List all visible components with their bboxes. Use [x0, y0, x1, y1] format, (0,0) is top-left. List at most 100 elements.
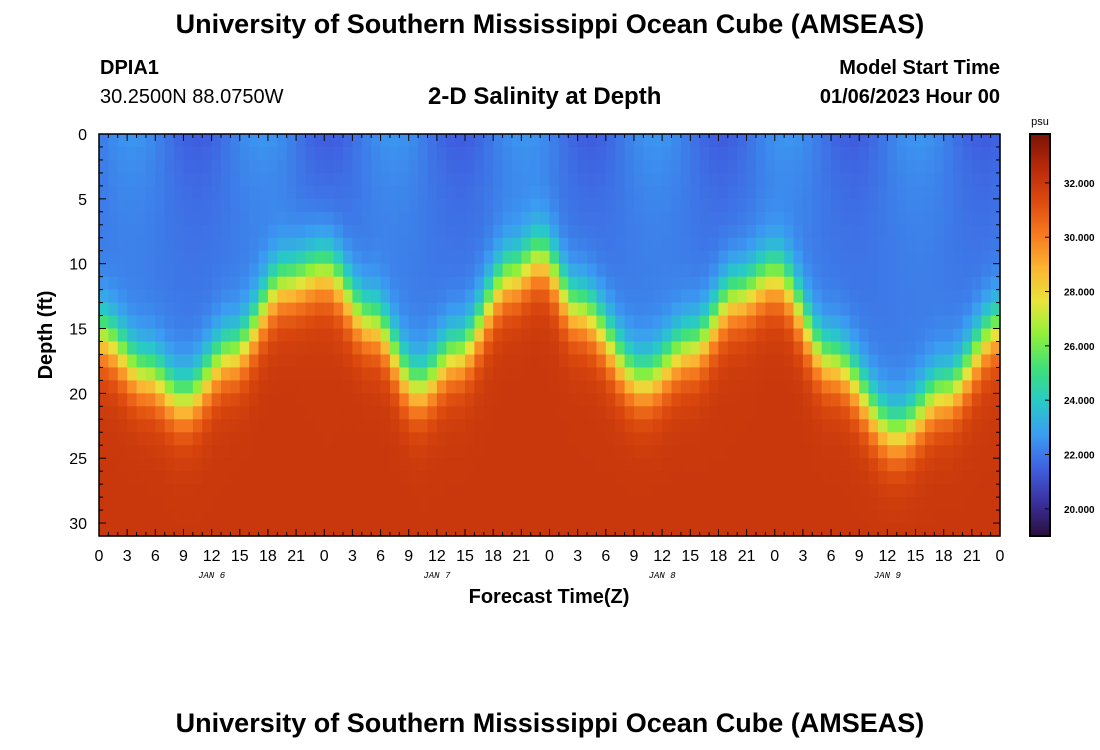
- heatmap-cell: [924, 367, 935, 381]
- heatmap-cell: [267, 276, 278, 291]
- heatmap-cell: [436, 419, 447, 433]
- heatmap-cell: [953, 302, 964, 317]
- heatmap-cell: [699, 406, 710, 420]
- y-tick-label: 15: [69, 322, 87, 339]
- heatmap-cell: [296, 289, 307, 304]
- heatmap-cell: [511, 393, 522, 407]
- heatmap-cell: [211, 328, 222, 343]
- heatmap-cell: [305, 510, 316, 524]
- heatmap-cell: [774, 419, 785, 433]
- heatmap-cell: [915, 250, 926, 265]
- heatmap-cell: [418, 484, 429, 498]
- heatmap-cell: [221, 471, 231, 485]
- heatmap-cell: [192, 419, 203, 433]
- heatmap-cell: [643, 328, 654, 343]
- heatmap-cell: [174, 134, 185, 148]
- heatmap-cell: [324, 276, 335, 291]
- heatmap-cell: [540, 146, 551, 161]
- heatmap-cell: [671, 224, 682, 239]
- heatmap-cell: [117, 276, 128, 291]
- heatmap-cell: [418, 134, 429, 148]
- heatmap-cell: [211, 198, 222, 213]
- heatmap-cell: [924, 198, 935, 213]
- heatmap-cells: [99, 134, 1001, 537]
- heatmap-cell: [633, 198, 644, 213]
- heatmap-cell: [699, 458, 710, 472]
- heatmap-cell: [662, 471, 673, 485]
- heatmap-cell: [408, 237, 419, 252]
- heatmap-cell: [117, 471, 128, 485]
- heatmap-cell: [906, 380, 917, 394]
- heatmap-cell: [211, 276, 222, 291]
- heatmap-cell: [296, 315, 307, 330]
- heatmap-cell: [671, 497, 682, 511]
- heatmap-cell: [643, 523, 654, 537]
- heatmap-cell: [249, 146, 260, 161]
- heatmap-cell: [174, 263, 185, 278]
- heatmap-cell: [680, 198, 691, 213]
- heatmap-cell: [662, 134, 673, 148]
- heatmap-cell: [127, 263, 138, 278]
- heatmap-cell: [915, 445, 926, 459]
- heatmap-cell: [671, 315, 682, 330]
- heatmap-cell: [924, 250, 935, 265]
- heatmap-cell: [896, 159, 907, 174]
- heatmap-cell: [643, 367, 654, 381]
- heatmap-cell: [690, 211, 701, 226]
- heatmap-cell: [840, 523, 851, 537]
- heatmap-cell: [727, 419, 738, 433]
- heatmap-cell: [784, 484, 795, 498]
- heatmap-cell: [296, 146, 307, 161]
- heatmap-cell: [474, 471, 485, 485]
- heatmap-cell: [868, 406, 879, 420]
- heatmap-cell: [633, 302, 644, 317]
- heatmap-cell: [718, 406, 729, 420]
- heatmap-cell: [408, 250, 419, 265]
- heatmap-cell: [755, 211, 766, 226]
- heatmap-cell: [333, 458, 344, 472]
- heatmap-cell: [953, 419, 964, 433]
- heatmap-cell: [493, 250, 504, 265]
- heatmap-cell: [436, 406, 447, 420]
- heatmap-cell: [605, 367, 616, 381]
- heatmap-cell: [511, 276, 522, 291]
- heatmap-cell: [821, 237, 832, 252]
- heatmap-cell: [953, 432, 964, 446]
- heatmap-cell: [230, 237, 241, 252]
- heatmap-cell: [802, 198, 813, 213]
- heatmap-cell: [812, 237, 823, 252]
- heatmap-cell: [343, 198, 354, 213]
- heatmap-cell: [877, 458, 888, 472]
- heatmap-cell: [652, 172, 663, 187]
- heatmap-cell: [662, 276, 673, 291]
- heatmap-cell: [699, 185, 710, 200]
- heatmap-cell: [690, 276, 701, 291]
- heatmap-cell: [877, 419, 888, 433]
- heatmap-cell: [802, 315, 813, 330]
- heatmap-cell: [389, 302, 400, 317]
- heatmap-cell: [990, 393, 1001, 407]
- heatmap-cell: [446, 263, 457, 278]
- heatmap-cell: [953, 445, 964, 459]
- heatmap-cell: [887, 198, 898, 213]
- heatmap-cell: [746, 146, 757, 161]
- heatmap-cell: [380, 211, 391, 226]
- heatmap-cell: [558, 406, 569, 420]
- heatmap-cell: [117, 497, 128, 511]
- heatmap-cell: [662, 367, 673, 381]
- heatmap-cell: [906, 134, 917, 148]
- heatmap-cell: [615, 341, 626, 356]
- heatmap-cell: [906, 146, 917, 161]
- heatmap-cell: [615, 510, 626, 524]
- heatmap-cell: [117, 159, 128, 174]
- heatmap-cell: [99, 250, 109, 265]
- heatmap-cell: [877, 445, 888, 459]
- heatmap-cell: [680, 471, 691, 485]
- heatmap-cell: [418, 432, 429, 446]
- heatmap-cell: [934, 159, 945, 174]
- heatmap-cell: [267, 432, 278, 446]
- heatmap-cell: [343, 484, 354, 498]
- heatmap-cell: [296, 276, 307, 291]
- heatmap-cell: [971, 185, 982, 200]
- heatmap-cell: [483, 159, 494, 174]
